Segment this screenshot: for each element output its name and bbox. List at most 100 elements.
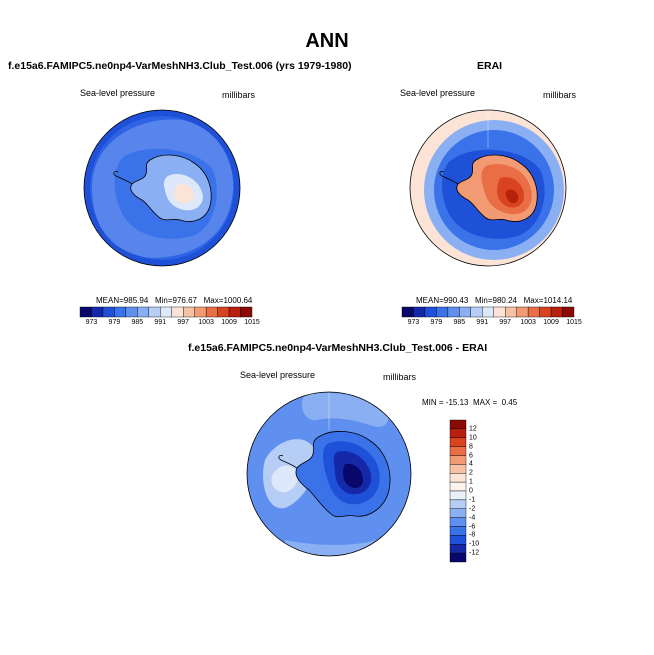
panel1-colorbar-ticks: 973 979 985 991 997 1003 1009 1015 bbox=[80, 319, 260, 329]
colorbar-tick-label: 4 bbox=[469, 460, 473, 468]
panel1-max-value: 1000.64 bbox=[223, 296, 253, 305]
colorbar-tick-label: 991 bbox=[154, 319, 167, 326]
panel1-mean-label: MEAN= bbox=[96, 296, 124, 305]
panel2-stats: MEAN=990.43 Min=980.24 Max=1014.14 bbox=[416, 296, 572, 305]
panel1-stats: MEAN=985.94 Min=976.67 Max=1000.64 bbox=[96, 296, 252, 305]
panel1-peninsula bbox=[113, 171, 133, 185]
panel1-mean-value: 985.94 bbox=[123, 296, 149, 305]
panel3-low-peak bbox=[342, 463, 363, 488]
colorbar-swatch bbox=[171, 306, 184, 318]
panel3-field-label: Sea-level pressure bbox=[240, 370, 316, 380]
panel3-min-label: MIN = bbox=[422, 398, 444, 407]
colorbar-swatch bbox=[217, 306, 230, 318]
colorbar-tick-label: 10 bbox=[469, 434, 477, 442]
colorbar-swatch bbox=[114, 306, 127, 318]
panel3-max-label: MAX = bbox=[472, 398, 498, 407]
panel3-map bbox=[246, 391, 412, 557]
colorbar-tick-label: -8 bbox=[469, 531, 476, 539]
panel3-colorbar-ticks: 12 10 8 6 4 2 1 0 -1 -2 -4 -6 -8 -10 -12 bbox=[450, 420, 490, 562]
colorbar-swatch bbox=[125, 306, 138, 318]
panel2-field-label: Sea-level pressure bbox=[400, 88, 476, 98]
colorbar-tick-label: 979 bbox=[108, 319, 121, 326]
panel1-units: millibars bbox=[222, 90, 256, 100]
colorbar-tick-label: -6 bbox=[469, 523, 476, 530]
panel2-max-label: Max= bbox=[523, 296, 544, 305]
colorbar-tick-label: -1 bbox=[469, 496, 476, 504]
colorbar-swatch bbox=[459, 306, 471, 318]
colorbar-tick-label: 1003 bbox=[520, 319, 536, 326]
colorbar-swatch bbox=[148, 306, 161, 318]
panel2-colorbar-swatches bbox=[401, 306, 575, 318]
colorbar-swatch bbox=[401, 306, 414, 318]
colorbar-tick-label: 2 bbox=[469, 469, 473, 477]
panel2-units: millibars bbox=[543, 90, 577, 100]
panel2-max-value: 1014.14 bbox=[543, 296, 573, 305]
colorbar-swatch bbox=[160, 306, 172, 318]
panel3-title: f.e15a6.FAMIPC5.ne0np4-VarMeshNH3.Club_T… bbox=[188, 342, 488, 354]
colorbar-swatch bbox=[240, 306, 253, 318]
panel2-map-border bbox=[409, 109, 567, 267]
panel3-map-border bbox=[246, 391, 412, 557]
colorbar-tick-label: 1015 bbox=[566, 319, 582, 326]
panel1-colorbar: 973 979 985 991 997 1003 1009 1015 bbox=[79, 306, 260, 331]
panel2-title: ERAI bbox=[477, 60, 503, 72]
panel2-min-value: 980.24 bbox=[492, 296, 517, 305]
colorbar-swatch bbox=[470, 306, 483, 318]
colorbar-swatch bbox=[449, 552, 467, 563]
colorbar-tick-label: 12 bbox=[469, 425, 477, 433]
panel2-colorbar: 973 979 985 991 997 1003 1009 1015 bbox=[401, 306, 582, 331]
colorbar-tick-label: -4 bbox=[469, 514, 476, 522]
panel3-max-value: 0.45 bbox=[501, 398, 518, 407]
colorbar-tick-label: 997 bbox=[177, 319, 190, 326]
colorbar-swatch bbox=[91, 306, 104, 318]
colorbar-tick-label: 1009 bbox=[221, 319, 237, 326]
colorbar-swatch bbox=[228, 306, 241, 318]
colorbar-swatch bbox=[562, 306, 575, 318]
panel1-map bbox=[83, 109, 241, 267]
panel3-colorbar: 12 10 8 6 4 2 1 0 -1 -2 -4 -6 -8 -10 -12 bbox=[449, 419, 490, 563]
colorbar-swatch bbox=[205, 306, 218, 318]
colorbar-tick-label: 973 bbox=[407, 319, 420, 326]
panel2-colorbar-ticks: 973 979 985 991 997 1003 1009 1015 bbox=[402, 319, 582, 329]
panel2-min-label: Min= bbox=[474, 296, 493, 305]
colorbar-swatch bbox=[413, 306, 426, 318]
panel3-min-value: -15.13 bbox=[445, 398, 469, 407]
colorbar-tick-label: -2 bbox=[469, 505, 476, 513]
panel1-field-label: Sea-level pressure bbox=[80, 88, 156, 98]
colorbar-tick-label: 1015 bbox=[244, 319, 260, 326]
panel3-peninsula bbox=[278, 455, 298, 469]
colorbar-tick-label: 991 bbox=[476, 319, 489, 326]
colorbar-tick-label: 6 bbox=[469, 452, 473, 459]
colorbar-swatch bbox=[550, 306, 563, 318]
panel1-colorbar-swatches bbox=[79, 306, 253, 318]
colorbar-tick-label: 985 bbox=[131, 319, 144, 326]
colorbar-swatch bbox=[182, 306, 195, 318]
colorbar-swatch bbox=[137, 306, 149, 318]
colorbar-swatch bbox=[493, 306, 506, 318]
panel1-map-border bbox=[83, 109, 241, 267]
panel3-colorbar-swatches bbox=[449, 419, 467, 563]
panel2-map bbox=[409, 109, 567, 267]
colorbar-swatch bbox=[102, 306, 115, 318]
colorbar-swatch bbox=[424, 306, 437, 318]
panel3-lighter-patch bbox=[271, 465, 298, 493]
colorbar-tick-label: 0 bbox=[469, 487, 473, 495]
page-title: ANN bbox=[305, 30, 349, 52]
panel1-title: f.e15a6.FAMIPC5.ne0np4-VarMeshNH3.Club_T… bbox=[8, 60, 352, 72]
colorbar-tick-label: 979 bbox=[430, 319, 443, 326]
colorbar-swatch bbox=[516, 306, 529, 318]
colorbar-tick-label: 973 bbox=[85, 319, 98, 326]
colorbar-swatch bbox=[436, 306, 449, 318]
colorbar-swatch bbox=[527, 306, 540, 318]
colorbar-tick-label: -12 bbox=[469, 549, 480, 557]
colorbar-tick-label: -10 bbox=[469, 540, 480, 548]
panel2-high-peak bbox=[505, 189, 519, 203]
panel1-max-label: Max= bbox=[203, 296, 224, 305]
colorbar-tick-label: 997 bbox=[499, 319, 512, 326]
panel1-high-core bbox=[174, 183, 194, 203]
colorbar-swatch bbox=[79, 306, 92, 318]
colorbar-swatch bbox=[504, 306, 517, 318]
colorbar-tick-label: 985 bbox=[453, 319, 466, 326]
panel3-units: millibars bbox=[383, 372, 417, 382]
colorbar-swatch bbox=[194, 306, 207, 318]
